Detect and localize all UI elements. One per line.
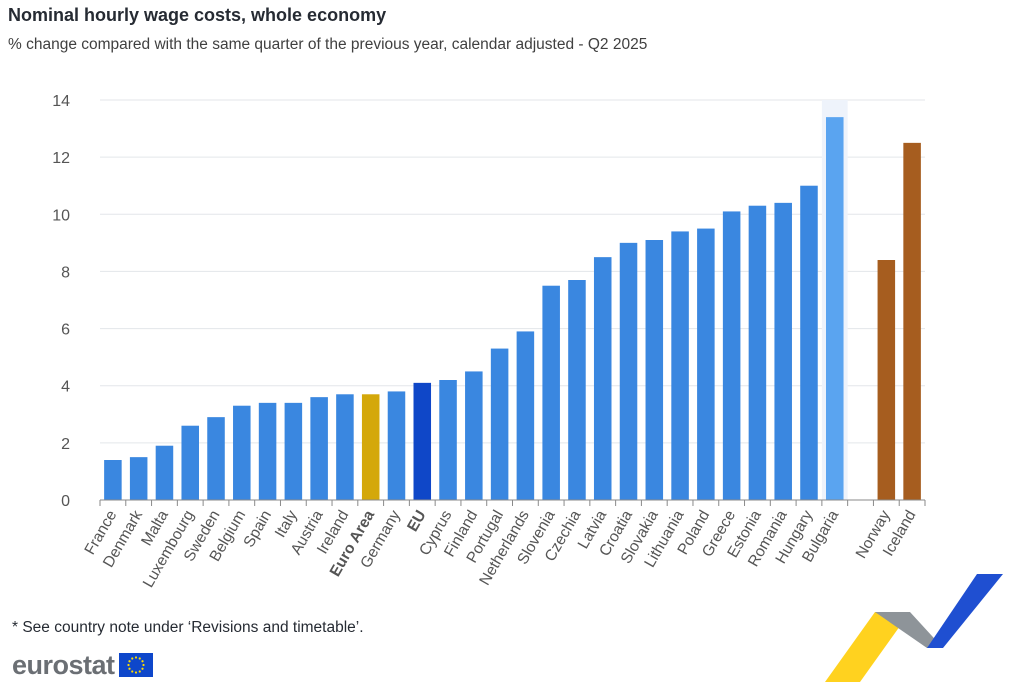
- bar-norway[interactable]: [877, 260, 896, 500]
- bar-euro-area[interactable]: [361, 394, 380, 500]
- bar-ireland[interactable]: [336, 394, 354, 500]
- y-tick-label: 0: [61, 493, 70, 510]
- bar-portugal[interactable]: [490, 348, 509, 500]
- bar-poland[interactable]: [697, 228, 715, 501]
- y-tick-label: 14: [52, 93, 70, 110]
- footnote: * See country note under ‘Revisions and …: [12, 619, 364, 636]
- bar-cyprus[interactable]: [439, 380, 457, 500]
- eu-flag-icon: [118, 653, 153, 677]
- bar-latvia[interactable]: [593, 257, 612, 500]
- bar-hungary[interactable]: [800, 185, 818, 500]
- bars: [104, 117, 921, 501]
- y-tick-label: 4: [61, 379, 70, 396]
- x-tick-label: EU: [404, 508, 429, 535]
- bar-croatia[interactable]: [619, 242, 638, 500]
- bar-romania[interactable]: [774, 202, 792, 500]
- bar-estonia[interactable]: [748, 205, 767, 500]
- y-tick-labels: 0 2 4 6 8 10 12 14: [52, 93, 70, 510]
- bar-france[interactable]: [104, 460, 122, 500]
- bar-bulgaria[interactable]: [826, 117, 844, 501]
- y-tick-label: 6: [61, 322, 70, 339]
- bar-netherlands[interactable]: [516, 331, 535, 500]
- chart-title: Nominal hourly wage costs, whole economy: [8, 5, 387, 25]
- bar-sweden[interactable]: [207, 417, 225, 500]
- x-tick-label: Spain: [240, 508, 275, 551]
- bar-germany[interactable]: [387, 391, 406, 500]
- bar-iceland[interactable]: [903, 142, 921, 500]
- bar-spain[interactable]: [258, 402, 277, 500]
- eurostat-logo: eurostat: [12, 648, 153, 682]
- bar-luxembourg[interactable]: [181, 425, 199, 500]
- bar-denmark[interactable]: [129, 457, 148, 500]
- bar-greece[interactable]: [722, 211, 741, 500]
- bar-eu[interactable]: [413, 382, 432, 500]
- bar-lithuania[interactable]: [671, 231, 689, 500]
- bar-austria[interactable]: [310, 397, 328, 500]
- y-tick-label: 2: [61, 436, 70, 453]
- y-tick-label: 8: [61, 264, 70, 281]
- bar-finland[interactable]: [465, 371, 483, 500]
- bar-italy[interactable]: [284, 402, 303, 500]
- chart-subtitle: % change compared with the same quarter …: [8, 36, 648, 53]
- bar-slovakia[interactable]: [645, 240, 664, 500]
- bar-belgium[interactable]: [233, 405, 251, 500]
- bar-slovenia[interactable]: [542, 285, 560, 500]
- bar-malta[interactable]: [155, 445, 174, 500]
- bar-czechia[interactable]: [568, 280, 586, 500]
- logo-text: eurostat: [12, 649, 115, 680]
- axes: [99, 499, 926, 506]
- decorative-ribbon-graphic: [825, 574, 1003, 682]
- bar-chart: 0 2 4 6 8 10 12 14 FranceDenmarkMaltaLuxembourg…: [52, 93, 926, 591]
- x-tick-labels: FranceDenmarkMaltaLuxembourgSwedenBelgiu…: [82, 507, 920, 590]
- y-tick-label: 12: [52, 150, 70, 167]
- y-tick-label: 10: [52, 207, 70, 224]
